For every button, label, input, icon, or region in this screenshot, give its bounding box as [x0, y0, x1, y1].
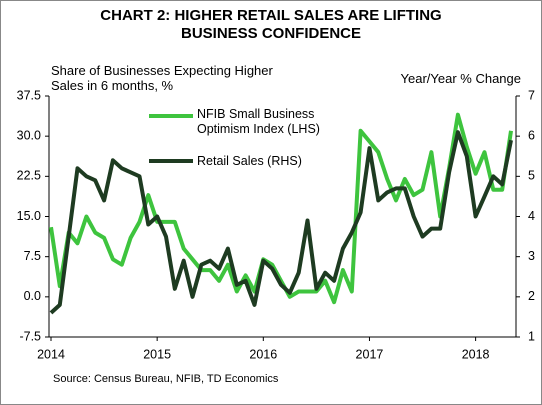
y2-tick-label: 6 [528, 128, 535, 142]
y-tick-label: 7.5 [24, 249, 41, 263]
chart-title: CHART 2: HIGHER RETAIL SALES ARE LIFTING… [100, 7, 442, 42]
legend-label: NFIB Small Business Optimism Index (LHS) [197, 107, 320, 136]
y-axis-label: Share of Businesses Expecting Higher Sal… [51, 63, 273, 93]
y-tick-label: 22.5 [17, 169, 41, 183]
y-tick-label: 37.5 [17, 88, 41, 102]
y2-tick-label: 3 [528, 249, 535, 263]
y-tick-label: 15.0 [17, 209, 41, 223]
x-tick-label: 2018 [462, 347, 490, 361]
y-tick-label: 0.0 [24, 289, 41, 303]
y-tick-label: 30.0 [17, 128, 41, 142]
series-line [49, 130, 513, 315]
x-tick-label: 2015 [143, 347, 171, 361]
x-tick-label: 2016 [249, 347, 277, 361]
legend-label: Retail Sales (RHS) [197, 154, 302, 168]
y2-axis-label: Year/Year % Change [400, 71, 521, 86]
y2-tick-label: 7 [528, 88, 535, 102]
y2-tick-label: 5 [528, 169, 535, 183]
y-tick-label: -7.5 [19, 329, 41, 343]
x-tick-label: 2014 [37, 347, 65, 361]
x-tick-label: 2017 [356, 347, 384, 361]
y2-tick-label: 1 [528, 329, 535, 343]
source-note: Source: Census Bureau, NFIB, TD Economic… [53, 373, 279, 385]
y2-tick-label: 2 [528, 289, 535, 303]
y2-tick-label: 4 [528, 209, 535, 223]
